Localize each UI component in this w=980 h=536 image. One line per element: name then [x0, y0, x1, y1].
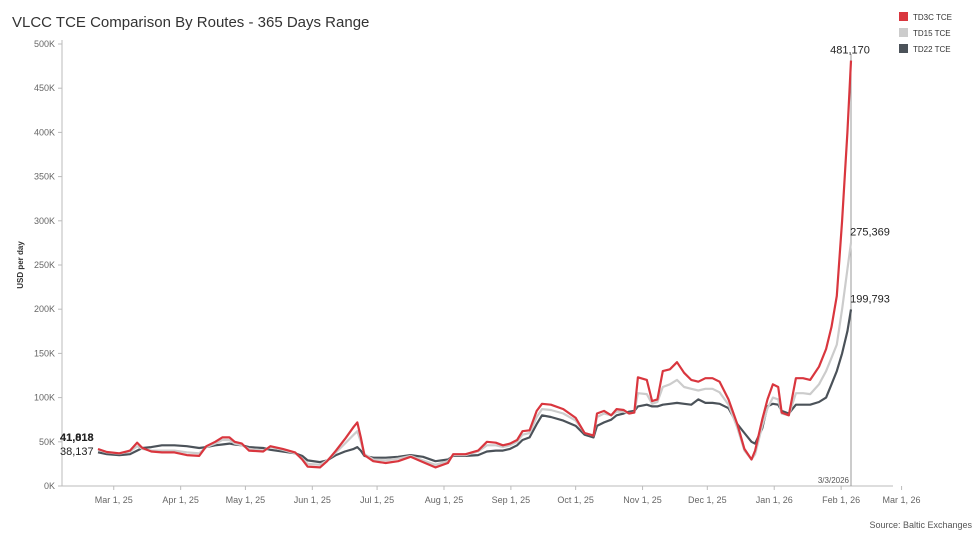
y-tick-label: 450K — [34, 83, 55, 93]
x-tick-label: Dec 1, 25 — [688, 495, 727, 505]
y-tick-label: 350K — [34, 172, 55, 182]
end-value-label: 481,170 — [830, 45, 870, 57]
source-note: Source: Baltic Exchanges — [869, 520, 972, 530]
x-tick-label: Sep 1, 25 — [492, 495, 531, 505]
y-tick-label: 400K — [34, 127, 55, 137]
chart-title: VLCC TCE Comparison By Routes - 365 Days… — [12, 14, 370, 31]
end-value-label: 275,369 — [850, 227, 890, 239]
legend[interactable]: TD3C TCE TD15 TCE TD22 TCE — [899, 12, 952, 54]
x-tick-label: Aug 1, 25 — [425, 495, 464, 505]
start-value-label: 41,018 — [60, 432, 94, 444]
legend-label[interactable]: TD3C TCE — [913, 13, 952, 22]
x-tick-label: May 1, 25 — [226, 495, 266, 505]
series-line-td22-tce — [97, 309, 853, 464]
series-layer — [97, 60, 853, 469]
legend-swatch[interactable] — [899, 28, 908, 37]
y-tick-label: 50K — [39, 437, 55, 447]
start-value-label: 41,818 — [60, 432, 94, 444]
end-value-label: 199,793 — [850, 293, 890, 305]
x-tick-label: Oct 1, 25 — [557, 495, 594, 505]
y-tick-label: 300K — [34, 216, 55, 226]
y-axis-title: USD per day — [16, 241, 25, 289]
x-tick-label: Apr 1, 25 — [162, 495, 199, 505]
legend-label[interactable]: TD22 TCE — [913, 45, 951, 54]
x-tick-label: Jan 1, 26 — [756, 495, 793, 505]
y-tick-label: 250K — [34, 260, 55, 270]
series-line-td15-tce — [97, 242, 853, 466]
legend-label[interactable]: TD15 TCE — [913, 29, 951, 38]
y-tick-label: 200K — [34, 304, 55, 314]
axes-layer: 0K 50K 100K 150K 200K 250K 300K 350K 400K 450K 500… — [16, 39, 921, 505]
reference-line-label: 3/3/2026 — [818, 476, 850, 485]
x-tick-label: Feb 1, 26 — [822, 495, 860, 505]
x-tick-label: Mar 1, 26 — [883, 495, 921, 505]
x-tick-label: Jun 1, 25 — [294, 495, 331, 505]
y-tick-label: 150K — [34, 348, 55, 358]
x-tick-label: Mar 1, 25 — [95, 495, 133, 505]
series-line-td3c-tce — [97, 60, 853, 469]
start-value-label: 38,137 — [60, 446, 94, 458]
y-tick-label: 0K — [44, 481, 55, 491]
legend-swatch[interactable] — [899, 12, 908, 21]
x-tick-label: Jul 1, 25 — [360, 495, 394, 505]
y-tick-label: 100K — [34, 393, 55, 403]
legend-swatch[interactable] — [899, 44, 908, 53]
y-tick-label: 500K — [34, 39, 55, 49]
x-tick-label: Nov 1, 25 — [623, 495, 662, 505]
